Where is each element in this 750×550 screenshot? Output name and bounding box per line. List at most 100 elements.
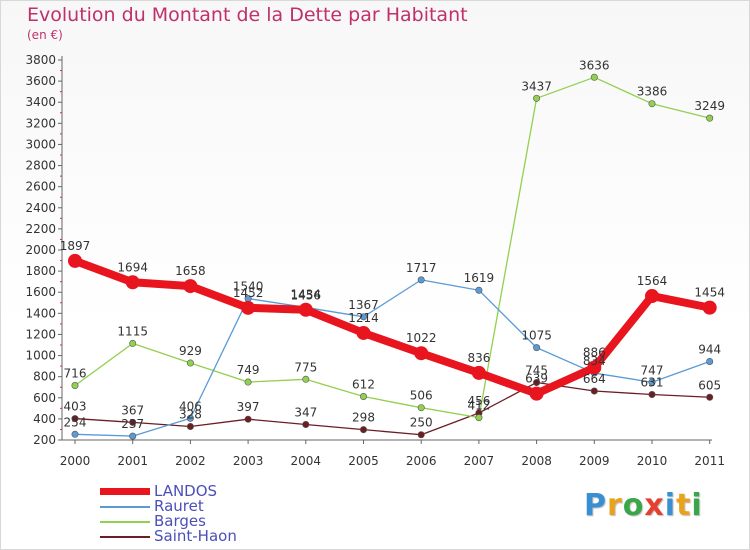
data-point	[706, 114, 714, 122]
series-line-barges	[74, 76, 711, 419]
legend-item-rauret: Rauret	[100, 497, 320, 515]
legend-label: Saint-Haon	[154, 527, 237, 545]
data-point	[71, 430, 79, 438]
data-point	[71, 382, 79, 390]
logo-letter: t	[676, 488, 692, 523]
data-point	[590, 73, 598, 81]
y-tick-label: 1000	[25, 349, 56, 363]
data-label: 367	[121, 403, 144, 417]
data-label: 749	[237, 363, 260, 377]
x-tick-label: 2002	[175, 454, 206, 468]
data-label: 3437	[521, 79, 552, 93]
data-label: 664	[583, 372, 606, 386]
data-label: 1694	[117, 260, 148, 274]
y-tick-label: 1400	[25, 306, 56, 320]
data-label: 298	[352, 411, 375, 425]
data-point	[533, 378, 541, 386]
data-label: 929	[179, 344, 202, 358]
logo-letter: i	[691, 488, 703, 523]
x-tick-label: 2010	[637, 454, 668, 468]
data-point	[475, 286, 483, 294]
data-point	[706, 393, 714, 401]
data-label: 506	[410, 389, 433, 403]
data-point	[590, 387, 598, 395]
data-point	[186, 414, 194, 422]
data-point	[648, 378, 656, 386]
data-label: 1022	[406, 331, 437, 345]
series-points	[68, 73, 717, 440]
y-tick-label: 3600	[25, 74, 56, 88]
axes: 200 400 600 800 1000 1200 1400 1600 1800 2000 2200…	[25, 53, 725, 468]
logo-letter: P	[584, 488, 607, 523]
data-label: 1075	[521, 329, 552, 343]
data-point	[471, 365, 486, 380]
y-tick-label: 2400	[25, 201, 56, 215]
legend-item-barges: Barges	[100, 512, 320, 530]
data-label: 1717	[406, 261, 437, 275]
series-line-rauret	[74, 279, 711, 437]
data-label: 1434	[291, 288, 322, 302]
data-label: 3249	[694, 99, 725, 113]
data-point	[359, 393, 367, 401]
data-point	[702, 300, 717, 315]
data-point	[359, 426, 367, 434]
data-point	[298, 302, 313, 317]
series-line-saint-haon	[74, 381, 711, 436]
y-tick-label: 2600	[25, 180, 56, 194]
legend: LANDOS Rauret Barges Saint-Haon	[100, 482, 320, 545]
data-point	[533, 344, 541, 352]
x-tick-label: 2011	[694, 454, 725, 468]
x-tick-label: 2003	[233, 454, 264, 468]
series-line-landos	[71, 256, 714, 398]
y-tick-label: 800	[33, 370, 56, 384]
data-label: 836	[467, 351, 490, 365]
legend-item-landos: LANDOS	[100, 482, 320, 500]
y-tick-label: 2800	[25, 159, 56, 173]
data-point	[125, 275, 140, 290]
y-tick-label: 2000	[25, 243, 56, 257]
data-point	[417, 404, 425, 412]
data-point	[529, 386, 544, 401]
data-label: 412	[467, 399, 490, 413]
data-point	[129, 418, 137, 426]
y-tick-label: 3800	[25, 53, 56, 67]
data-label: 1115	[117, 324, 148, 338]
data-point	[129, 339, 137, 347]
x-tick-label: 2001	[117, 454, 148, 468]
series-lines	[71, 76, 714, 437]
data-point	[475, 414, 483, 422]
legend-swatch	[100, 488, 150, 495]
y-tick-label: 400	[33, 412, 56, 426]
legend-label: LANDOS	[154, 482, 218, 500]
data-label: 886	[583, 346, 606, 360]
y-tick-label: 200	[33, 433, 56, 447]
logo-letter: x	[644, 488, 665, 523]
y-tick-label: 3200	[25, 116, 56, 130]
data-point	[706, 357, 714, 365]
y-tick-label: 1200	[25, 327, 56, 341]
data-label: 745	[525, 363, 548, 377]
data-label: 631	[641, 376, 664, 390]
data-point	[244, 378, 252, 386]
data-label: 456	[467, 394, 490, 408]
y-tick-label: 600	[33, 391, 56, 405]
data-point	[587, 360, 602, 375]
data-point	[183, 279, 198, 294]
data-label: 250	[410, 416, 433, 430]
data-label: 944	[698, 342, 721, 356]
data-point	[417, 431, 425, 439]
data-point	[68, 253, 82, 268]
data-label: 639	[525, 372, 548, 386]
x-tick-label: 2006	[406, 454, 437, 468]
data-point	[241, 300, 256, 315]
y-tick-label: 1600	[25, 285, 56, 299]
chart-title: Evolution du Montant de la Dette par Hab…	[27, 4, 468, 26]
data-label: 775	[294, 360, 317, 374]
data-label: 1564	[637, 274, 668, 288]
y-tick-label: 3000	[25, 137, 56, 151]
y-tick-label: 3400	[25, 95, 56, 109]
data-label: 747	[641, 363, 664, 377]
data-label: 1452	[233, 286, 264, 300]
data-point	[648, 100, 656, 108]
